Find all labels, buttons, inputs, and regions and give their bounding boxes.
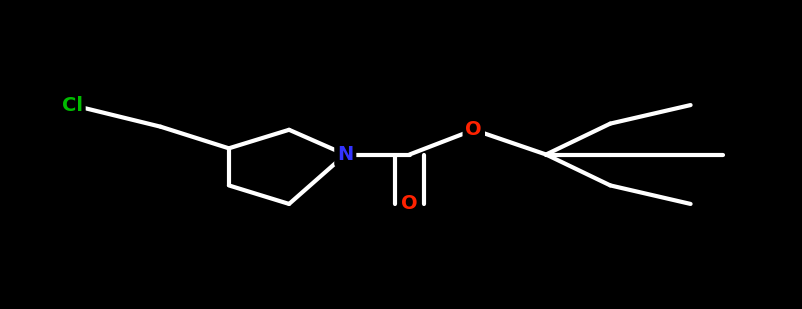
Text: Cl: Cl xyxy=(62,95,83,115)
Text: N: N xyxy=(337,145,353,164)
Text: O: O xyxy=(401,194,417,214)
Text: O: O xyxy=(465,120,481,139)
